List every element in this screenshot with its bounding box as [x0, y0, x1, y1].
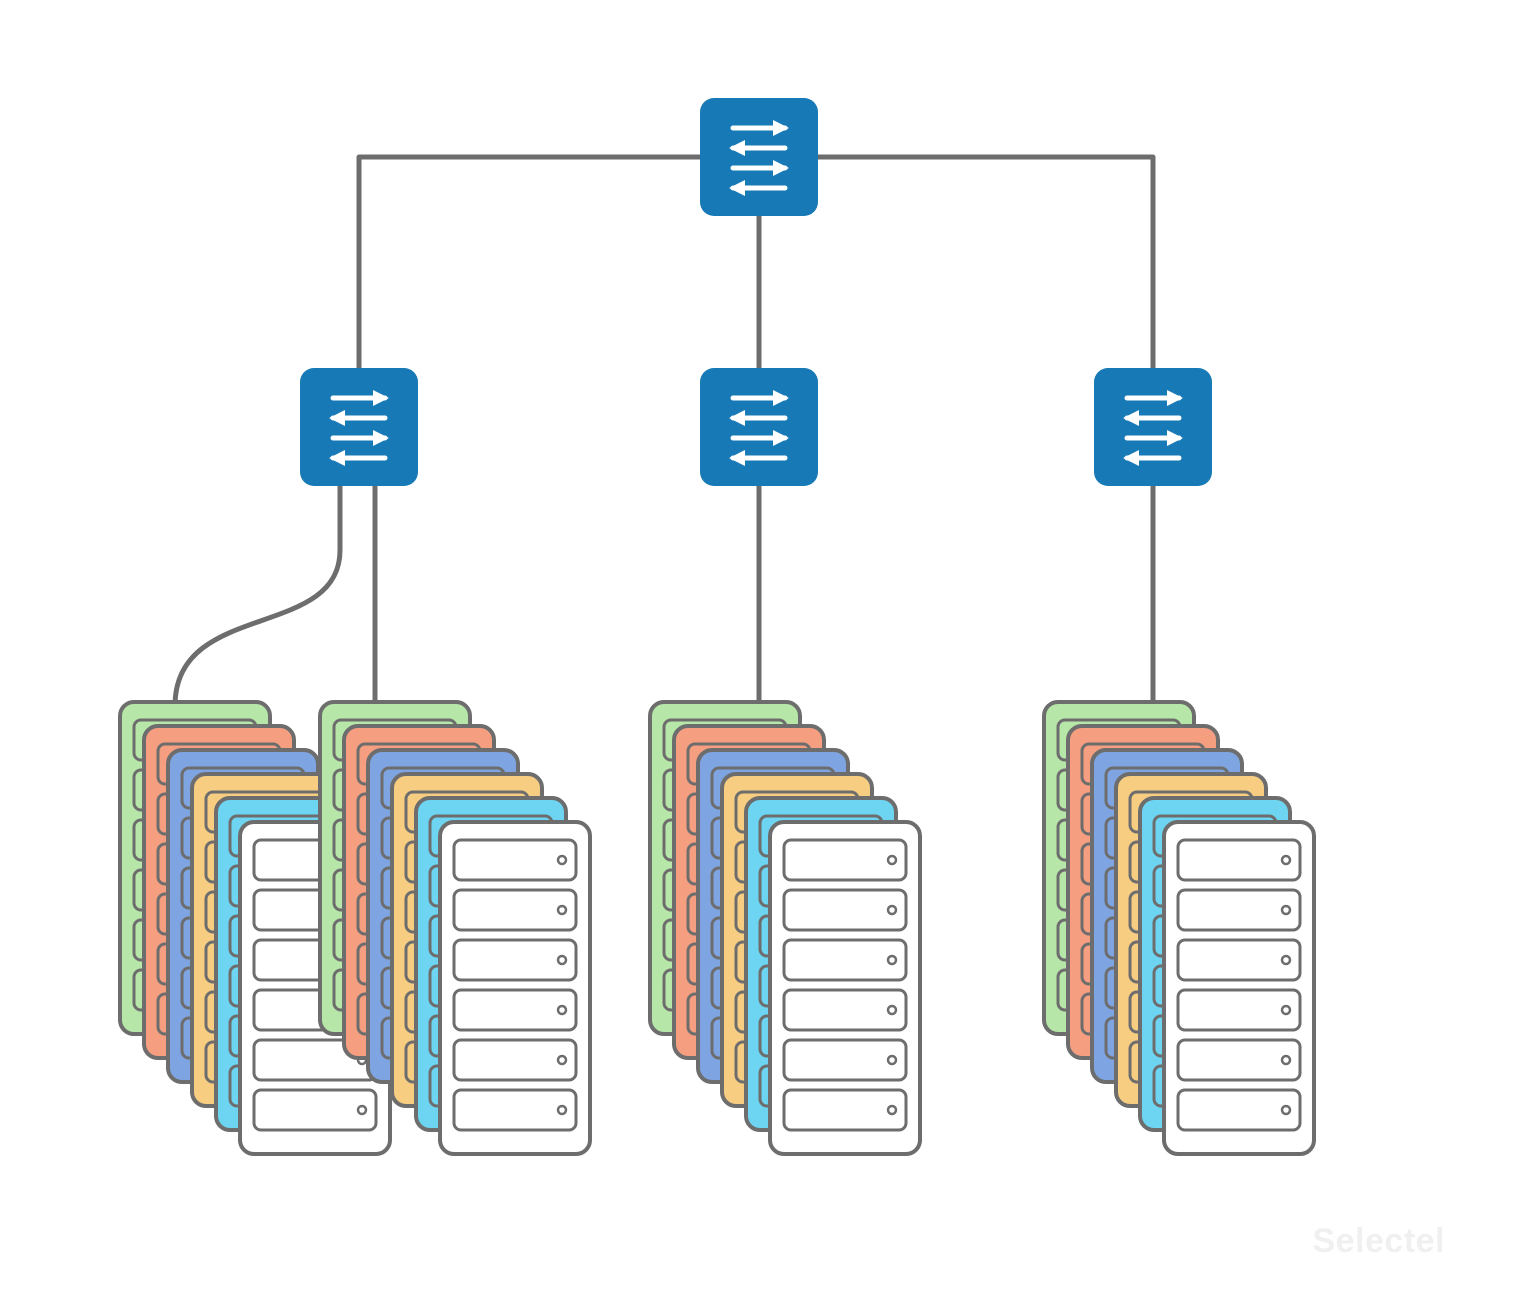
middle-switch-icon — [700, 368, 818, 486]
server-stack-left-2-card-5 — [440, 822, 590, 1154]
left-switch-icon — [300, 368, 418, 486]
server-stack-right-card-5 — [1164, 822, 1314, 1154]
server-stack-right — [1044, 702, 1314, 1154]
root-switch-icon — [700, 98, 818, 216]
edge-0 — [759, 157, 1153, 368]
server-stack-middle — [650, 702, 920, 1154]
server-stack-middle-card-5 — [770, 822, 920, 1154]
brand-watermark: Selectel — [1312, 1222, 1445, 1261]
edge-6 — [175, 486, 340, 706]
right-switch-icon — [1094, 368, 1212, 486]
network-topology-diagram — [0, 0, 1520, 1303]
edge-1 — [359, 157, 759, 368]
